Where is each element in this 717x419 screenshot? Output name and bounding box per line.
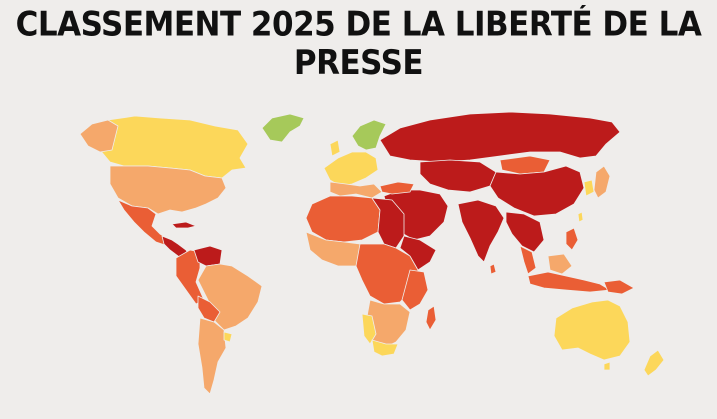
region-alaska [79, 119, 119, 153]
region-east-africa [401, 269, 429, 311]
region-cuba [171, 221, 197, 229]
region-western-europe [323, 151, 379, 187]
region-russia [379, 111, 621, 163]
region-uruguay [223, 331, 233, 343]
region-taiwan [577, 211, 584, 223]
region-indonesia [527, 271, 611, 293]
region-namibia [361, 313, 377, 345]
region-madagascar [425, 305, 437, 331]
region-korea [583, 179, 595, 197]
region-new-zealand [643, 349, 665, 377]
region-argentina-chile [197, 317, 227, 395]
region-tasmania [603, 361, 611, 371]
region-scandinavia [351, 119, 387, 151]
region-japan [593, 165, 611, 199]
region-china [489, 165, 585, 217]
region-uk [329, 139, 341, 157]
region-india [457, 199, 505, 263]
region-turkey [379, 181, 415, 195]
region-borneo [547, 253, 573, 275]
region-thailand-malaysia [519, 245, 537, 275]
region-south-africa [371, 339, 399, 357]
region-north-africa-west [305, 195, 381, 243]
region-horn-africa [399, 235, 437, 271]
region-central-asia [419, 159, 497, 193]
region-mongolia [499, 155, 551, 175]
region-philippines [565, 227, 579, 251]
region-southern-europe [329, 181, 383, 199]
region-southeast-asia [505, 211, 545, 253]
map-title: CLASSEMENT 2025 DE LA LIBERTÉ DE LA PRES… [15, 5, 702, 83]
region-sri-lanka [489, 263, 497, 275]
region-greenland [261, 113, 305, 143]
region-papua [603, 279, 635, 295]
region-australia [553, 299, 631, 361]
